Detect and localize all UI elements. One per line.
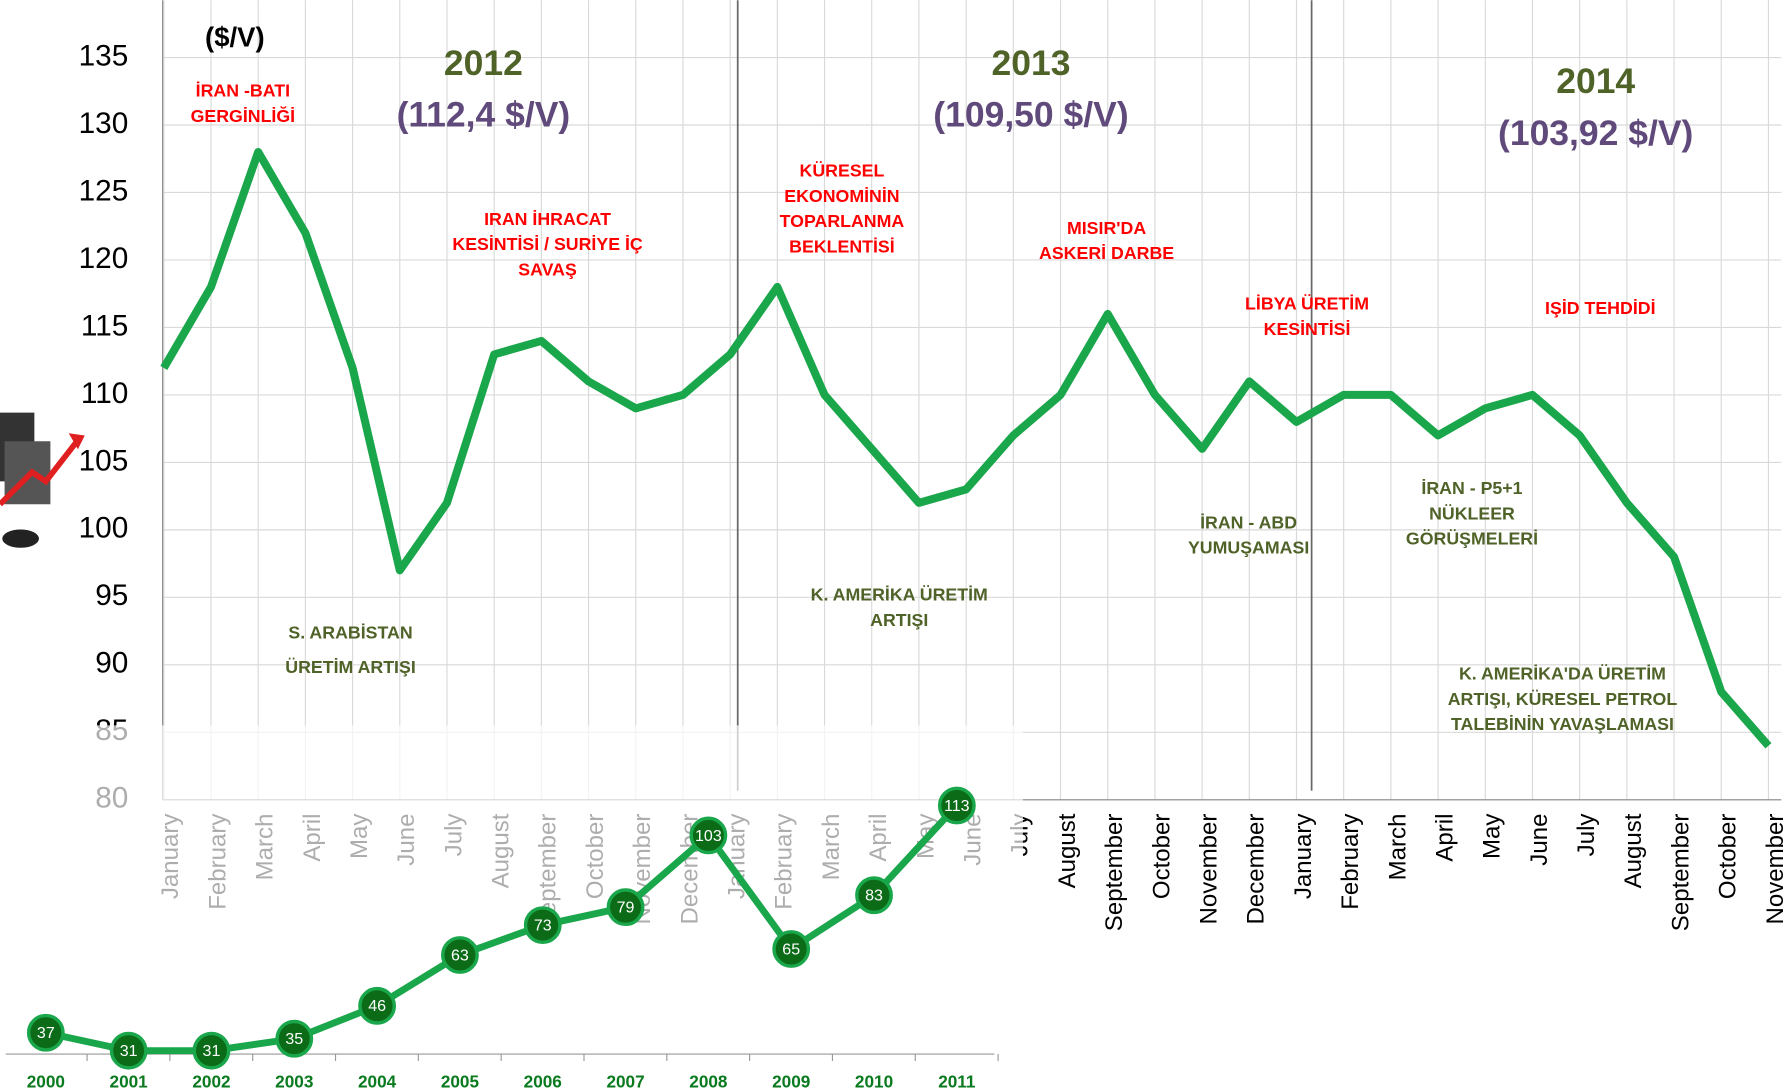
annotation: TALEBİNİN YAVAŞLAMASI: [1451, 714, 1674, 734]
y-tick-label: 125: [79, 174, 129, 207]
inset-value-label: 73: [534, 916, 552, 934]
inset-point: [192, 1031, 231, 1070]
inset-value-label: 83: [865, 887, 883, 905]
oil-icon: [0, 412, 85, 548]
x-tick-label: October: [1715, 814, 1742, 900]
y-tick-label: 115: [81, 309, 128, 342]
inset-value-label: 31: [203, 1042, 221, 1060]
inset-value-label: 46: [368, 997, 386, 1015]
annotation: İRAN -BATI: [196, 81, 290, 101]
x-tick-label: August: [1054, 813, 1081, 888]
year-label: 2013: [991, 43, 1070, 83]
year-label: 2012: [444, 43, 523, 83]
year-average: (112,4 $/V): [397, 94, 571, 134]
annotation: İRAN - ABD: [1200, 512, 1297, 532]
annotation: IŞİD TEHDİDİ: [1545, 298, 1655, 318]
inset-point: [275, 1019, 314, 1058]
inset-year-label: 2007: [606, 1071, 644, 1091]
inset-year-label: 2010: [855, 1071, 893, 1091]
unit-label: ($/V): [205, 21, 265, 52]
price-line: [160, 147, 1772, 749]
annotation: EKONOMİNİN: [784, 186, 899, 206]
x-tick-label: January: [1290, 814, 1317, 900]
x-tick-label: July: [1573, 814, 1600, 857]
annotation: ASKERİ DARBE: [1039, 243, 1174, 263]
y-tick-label: 110: [81, 377, 128, 410]
annotation: ÜRETİM ARTIŞI: [285, 657, 415, 677]
x-tick-label: September: [1667, 814, 1694, 932]
inset-point: [109, 1031, 148, 1070]
inset-value-label: 31: [120, 1042, 138, 1060]
year-average: (109,50 $/V): [933, 94, 1128, 134]
x-tick-label: March: [1384, 814, 1411, 881]
y-tick-label: 90: [95, 647, 128, 680]
annotation: KESİNTİSİ: [1264, 319, 1351, 339]
inset-value-label: 79: [617, 899, 635, 917]
y-tick-label: 100: [79, 512, 129, 545]
x-tick-label: June: [1526, 814, 1553, 866]
inset-year-label: 2011: [938, 1071, 976, 1091]
annotation: BEKLENTİSİ: [789, 236, 895, 256]
annotation: SAVAŞ: [518, 259, 577, 279]
annotation: ARTIŞI: [870, 610, 928, 630]
inset-value-label: 63: [451, 946, 469, 964]
annotation: K. AMERİKA'DA ÜRETİM: [1459, 664, 1666, 684]
x-tick-label: September: [1101, 814, 1128, 932]
inset-point: [358, 986, 397, 1025]
annotation: K. AMERİKA ÜRETİM: [811, 585, 988, 605]
x-tick-label: October: [1148, 814, 1175, 900]
x-tick-label: February: [1337, 814, 1364, 910]
inset-year-label: 2000: [27, 1071, 65, 1091]
x-tick-label: November: [1195, 814, 1222, 925]
annotation: GERGİNLİĞİ: [191, 105, 296, 126]
annotation: IRAN İHRACAT: [484, 209, 611, 229]
inset-point: [26, 1013, 65, 1052]
annotation: NÜKLEER: [1429, 503, 1515, 523]
year-average: (103,92 $/V): [1498, 113, 1693, 153]
x-tick-label: May: [1479, 814, 1506, 859]
inset-value-label: 113: [944, 797, 970, 815]
inset-value-label: 103: [695, 827, 722, 845]
y-tick-label: 95: [95, 579, 128, 612]
inset-year-label: 2003: [275, 1071, 313, 1091]
inset-value-label: 37: [37, 1024, 55, 1042]
inset-year-label: 2002: [192, 1071, 230, 1091]
inset-point: [772, 930, 811, 968]
x-tick-label: December: [1243, 814, 1270, 925]
inset-year-label: 2005: [441, 1071, 480, 1091]
inset-point: [855, 876, 893, 915]
x-tick-label: April: [1431, 814, 1458, 862]
y-tick-label: 120: [79, 242, 129, 275]
inset-point: [441, 936, 479, 974]
inset-point: [523, 906, 562, 945]
inset-year-label: 2008: [689, 1071, 728, 1091]
inset-year-label: 2009: [772, 1071, 810, 1091]
annotation: GÖRÜŞMELERİ: [1406, 528, 1538, 548]
annotation: S. ARABİSTAN: [288, 622, 412, 642]
y-tick-label: 105: [79, 444, 129, 477]
inset-value-label: 65: [782, 940, 800, 958]
annotation: TOPARLANMA: [780, 211, 905, 231]
annotation: ARTIŞI, KÜRESEL PETROL: [1448, 689, 1678, 709]
inset-point: [606, 888, 645, 927]
inset-year-label: 2004: [358, 1071, 397, 1091]
annotation: KÜRESEL: [800, 161, 885, 181]
x-tick-label: August: [1620, 813, 1647, 888]
year-label: 2014: [1556, 61, 1635, 101]
annotation: İRAN - P5+1: [1421, 478, 1522, 498]
inset-year-label: 2006: [524, 1071, 562, 1091]
inset-value-label: 35: [285, 1030, 303, 1048]
y-tick-label: 135: [79, 39, 129, 72]
inset-point: [689, 816, 728, 855]
annotation: KESİNTİSİ / SURİYE İÇ: [452, 234, 643, 254]
inset-year-label: 2001: [110, 1071, 149, 1091]
annotation: LİBYA ÜRETİM: [1245, 294, 1369, 314]
x-tick-label: November: [1762, 814, 1787, 925]
y-tick-label: 130: [79, 107, 129, 140]
annotation: YUMUŞAMASI: [1188, 538, 1309, 558]
inset-point: [937, 786, 976, 825]
annotation: MISIR'DA: [1067, 218, 1146, 238]
